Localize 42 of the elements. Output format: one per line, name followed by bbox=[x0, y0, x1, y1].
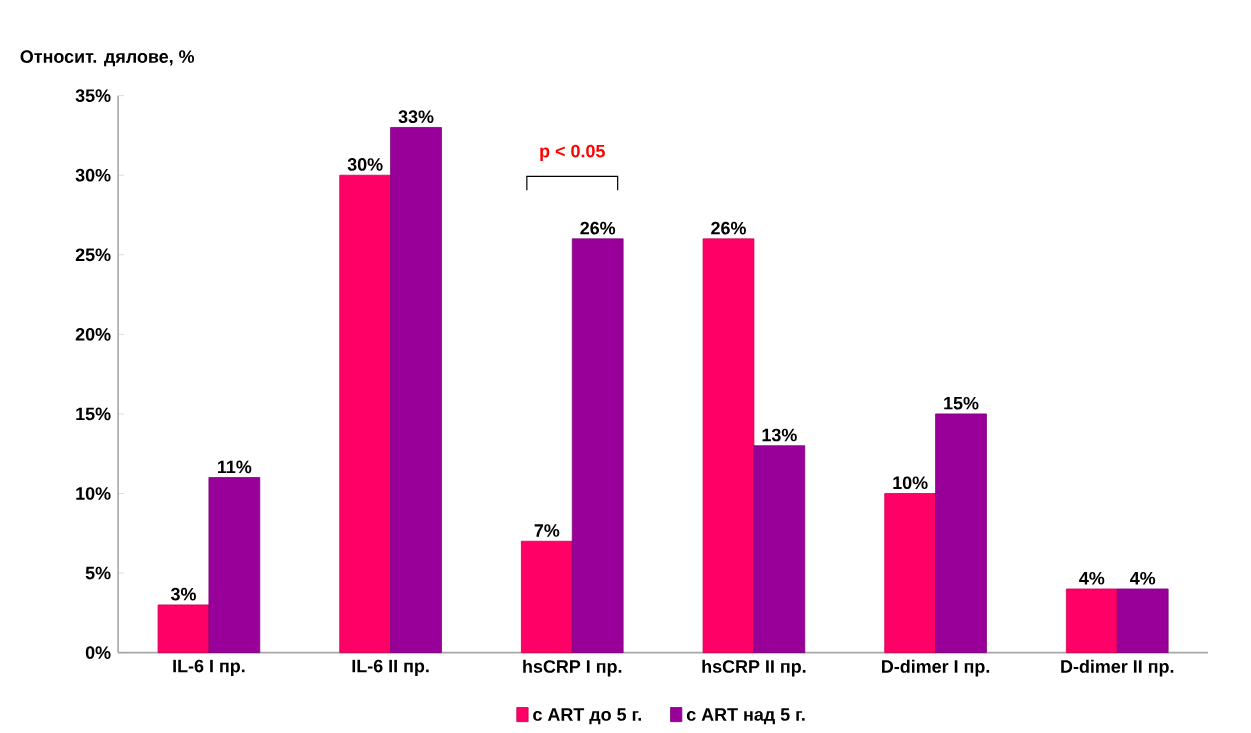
y-tick-label: 15% bbox=[76, 407, 111, 421]
data-label: 33% bbox=[398, 110, 434, 124]
y-tick-label: 20% bbox=[75, 327, 111, 341]
data-label: 4% bbox=[1079, 571, 1105, 585]
bar bbox=[520, 540, 573, 654]
data-label: 10% bbox=[893, 476, 928, 490]
x-tick-label: D-dimer II пр. bbox=[1061, 659, 1174, 677]
data-label: 15% bbox=[944, 396, 979, 410]
legend-label: с ART над 5 г. bbox=[686, 708, 805, 725]
annotation: p < 0.05 bbox=[540, 144, 605, 161]
data-label: 26% bbox=[580, 221, 616, 235]
data-label: 30% bbox=[347, 158, 383, 171]
y-tick-label: 5% bbox=[85, 566, 111, 580]
legend-label: с ART до 5 г. bbox=[533, 708, 642, 725]
x-tick-label: D-dimer I пр. bbox=[882, 659, 990, 677]
bar bbox=[1116, 588, 1169, 654]
data-label: 4% bbox=[1130, 571, 1156, 585]
x-tick-label: hsCRP I пр. bbox=[523, 659, 622, 677]
bar bbox=[390, 127, 442, 654]
bar bbox=[157, 604, 210, 654]
bar bbox=[935, 413, 987, 654]
bar bbox=[571, 238, 624, 654]
data-label: 13% bbox=[762, 428, 797, 442]
y-tick-label: 0% bbox=[85, 646, 111, 659]
bar bbox=[753, 445, 806, 654]
bar bbox=[208, 477, 261, 654]
bar bbox=[884, 493, 936, 654]
y-tick-label: 35% bbox=[75, 89, 111, 102]
data-label: 7% bbox=[534, 524, 560, 537]
bar bbox=[339, 174, 391, 654]
y-tick-label: 10% bbox=[76, 487, 111, 500]
data-label: 11% bbox=[218, 460, 252, 474]
bar bbox=[702, 238, 755, 654]
y-tick-label: 25% bbox=[75, 248, 111, 262]
y-tick-label: 30% bbox=[75, 168, 111, 182]
x-tick-label: IL-6 I пр. bbox=[173, 659, 245, 676]
x-tick-label: hsCRP II пр. bbox=[702, 659, 806, 677]
data-label: 26% bbox=[711, 221, 746, 235]
bar bbox=[1065, 588, 1118, 654]
data-label: 3% bbox=[170, 587, 196, 601]
x-tick-label: IL-6 II пр. bbox=[352, 659, 429, 676]
y-axis-title: Относит. дялове, % bbox=[20, 50, 195, 67]
